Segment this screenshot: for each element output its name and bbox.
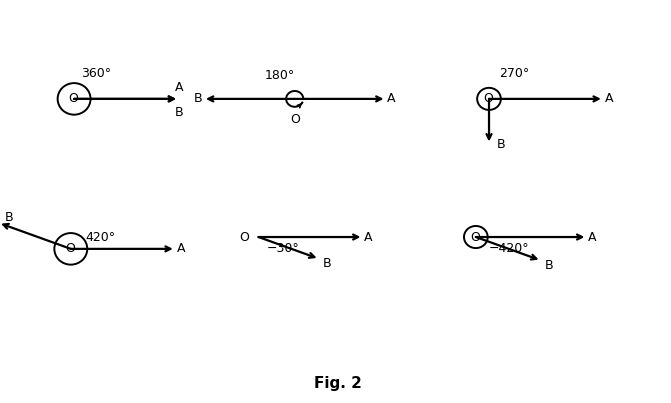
Text: 420°: 420°: [85, 231, 115, 244]
Text: O: O: [68, 92, 79, 106]
Text: A: A: [364, 231, 372, 243]
Text: −30°: −30°: [266, 242, 299, 256]
Text: B: B: [5, 211, 13, 224]
Text: O: O: [483, 92, 493, 106]
Text: B: B: [194, 92, 202, 106]
Text: O: O: [290, 113, 300, 126]
Text: B: B: [545, 259, 554, 272]
Text: A: A: [175, 81, 184, 94]
Text: A: A: [605, 92, 613, 106]
Text: O: O: [65, 242, 75, 256]
Text: Fig. 2: Fig. 2: [313, 376, 362, 391]
Text: −420°: −420°: [489, 242, 529, 256]
Text: A: A: [176, 242, 185, 256]
Text: A: A: [387, 92, 396, 106]
Text: B: B: [497, 138, 505, 151]
Text: 360°: 360°: [81, 67, 111, 80]
Text: 270°: 270°: [499, 67, 529, 80]
Text: O: O: [470, 231, 480, 243]
Text: A: A: [588, 231, 597, 243]
Text: B: B: [175, 106, 184, 119]
Text: B: B: [323, 257, 331, 270]
Text: 180°: 180°: [265, 69, 295, 83]
Text: O: O: [239, 231, 249, 243]
